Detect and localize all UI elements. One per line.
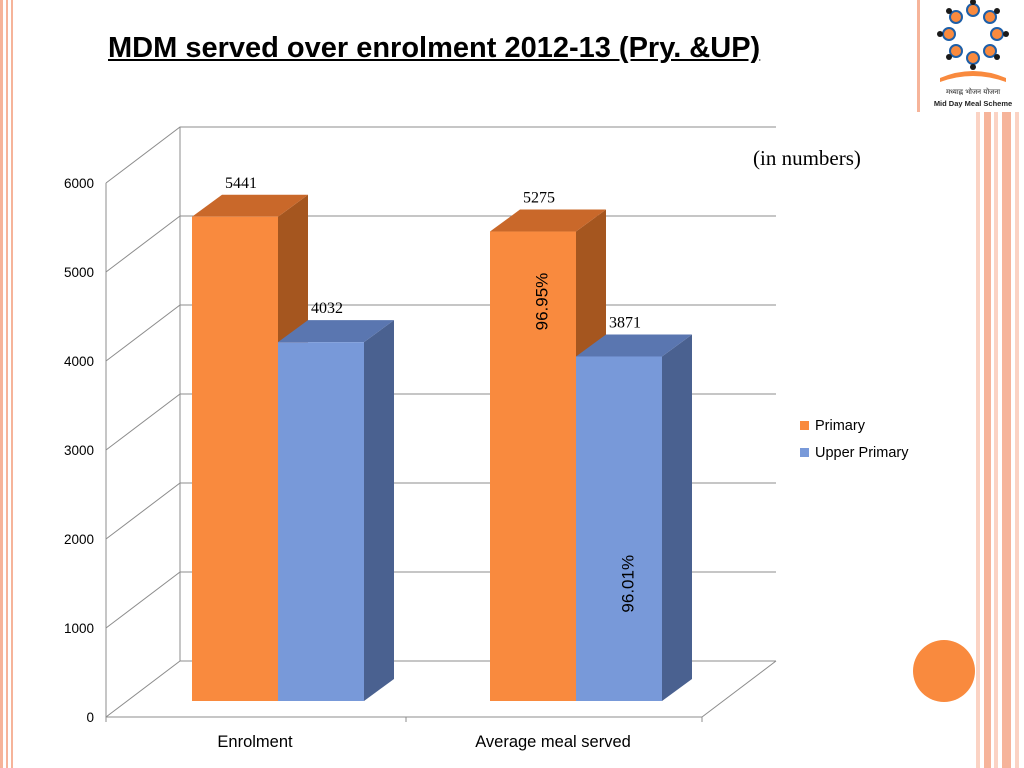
top-decorative-rule	[917, 0, 920, 112]
bar	[490, 231, 576, 701]
left-decorative-stripe	[0, 0, 14, 768]
logo-emblem-icon	[937, 0, 1009, 82]
data-label: 5275	[523, 190, 555, 207]
y-tick-label: 5000	[64, 265, 94, 280]
chart-legend: Primary Upper Primary	[800, 412, 908, 466]
logo-caption-english: Mid Day Meal Scheme	[933, 99, 1013, 108]
bar-top	[576, 334, 692, 357]
bar	[278, 342, 364, 701]
mid-day-meal-logo: मध्याह्न भोजन योजना Mid Day Meal Scheme	[926, 0, 1020, 112]
legend-label-primary: Primary	[815, 417, 865, 434]
x-tick-label: Average meal served	[475, 733, 631, 751]
bar-side	[364, 320, 394, 701]
slide-title: MDM served over enrolment 2012-13 (Pry. …	[108, 32, 761, 64]
y-tick-label: 6000	[64, 176, 94, 191]
unit-note: (in numbers)	[753, 146, 861, 170]
y-tick-label: 2000	[64, 532, 94, 547]
bar	[192, 216, 278, 701]
chart-bars	[192, 194, 692, 701]
y-tick-label: 4000	[64, 354, 94, 369]
bar-top	[278, 320, 394, 343]
legend-swatch-upper-primary	[800, 448, 809, 457]
data-label: 5441	[225, 175, 257, 192]
bar-top	[490, 209, 606, 232]
y-tick-label: 1000	[64, 621, 94, 636]
legend-item-primary: Primary	[800, 412, 908, 439]
legend-swatch-primary	[800, 421, 809, 430]
x-tick-label: Enrolment	[217, 733, 293, 751]
y-tick-label: 3000	[64, 443, 94, 458]
legend-item-upper-primary: Upper Primary	[800, 439, 908, 466]
chart-axes: 0 1000 2000 3000 4000 5000 6000 Enrolment Averag…	[64, 176, 777, 751]
decorative-circle	[913, 640, 975, 702]
data-label: 3871	[609, 314, 641, 331]
chart-labels: 5441 4032 5275 3871 96.95% 96.01%	[225, 175, 641, 613]
y-tick-label: 0	[86, 710, 94, 725]
percentage-annotation: 96.01%	[619, 555, 638, 613]
bar	[576, 356, 662, 701]
right-decorative-stripes	[976, 112, 1024, 768]
bar-side	[662, 334, 692, 701]
logo-caption-hindi: मध्याह्न भोजन योजना	[945, 88, 1001, 96]
legend-label-upper-primary: Upper Primary	[815, 444, 909, 461]
floor-right-edge	[701, 660, 777, 718]
gridline	[105, 126, 776, 184]
percentage-annotation: 96.95%	[533, 273, 552, 331]
data-label: 4032	[311, 300, 343, 317]
bar-top	[192, 194, 308, 217]
